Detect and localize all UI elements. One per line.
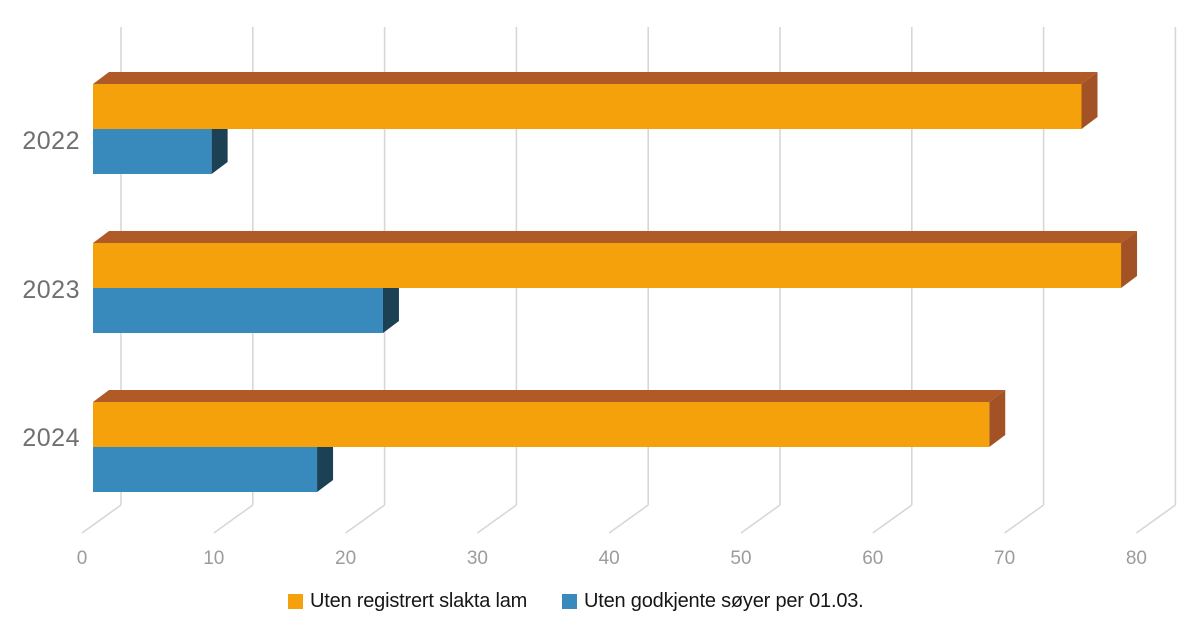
- x-axis-label-20: 20: [335, 548, 357, 569]
- bar-2023-series1-front: [93, 288, 383, 333]
- x-axis-label-0: 0: [76, 548, 88, 569]
- bar-2022-series0-front: [93, 84, 1082, 129]
- bar-2023-series1-side: [382, 276, 399, 333]
- axis-tick-80: [1135, 504, 1176, 534]
- axis-tick-30: [476, 504, 517, 534]
- x-axis-label-40: 40: [598, 548, 620, 569]
- bar-2024-series1-side: [317, 435, 334, 492]
- legend-item-uten-registrert-slakta-lam: Uten registrert slakta lam: [288, 586, 527, 616]
- legend-label-series-1: Uten registrert slakta lam: [310, 589, 528, 612]
- axis-tick-10: [213, 504, 254, 534]
- bar-2023-series0-top: [93, 231, 1138, 243]
- legend-swatch-orange: [288, 593, 303, 609]
- axis-tick-50: [740, 504, 781, 534]
- x-axis-label-30: 30: [466, 548, 488, 569]
- bar-2024-series1-front: [93, 447, 318, 492]
- axis-tick-70: [1004, 504, 1045, 534]
- axis-tick-20: [345, 504, 386, 534]
- category-label-2024: 2024: [22, 424, 80, 452]
- x-axis-label-50: 50: [730, 548, 752, 569]
- bar-2022-series0-side: [1081, 72, 1098, 129]
- bar-2024-series0-side: [989, 390, 1006, 447]
- category-label-2023: 2023: [22, 276, 80, 304]
- axis-tick-60: [872, 504, 913, 534]
- axis-tick-0: [81, 504, 122, 534]
- legend-swatch-blue: [562, 593, 577, 609]
- legend: Uten registrert slakta lam Uten godkjent…: [0, 586, 1200, 616]
- axis-tick-40: [608, 504, 649, 534]
- bar-2022-series1-front: [93, 129, 212, 174]
- legend-item-uten-godkjente-soyer: Uten godkjente søyer per 01.03.: [562, 586, 864, 616]
- legend-label-series-2: Uten godkjente søyer per 01.03.: [584, 589, 864, 612]
- x-axis-label-60: 60: [862, 548, 884, 569]
- bar-2023-series0-front: [93, 243, 1122, 288]
- x-axis-label-70: 70: [994, 548, 1016, 569]
- bar-2024-series0-top: [93, 390, 1006, 402]
- x-axis-label-10: 10: [203, 548, 225, 569]
- x-axis-label-80: 80: [1125, 548, 1147, 569]
- category-label-2022: 2022: [22, 127, 80, 155]
- bar-2022-series1-side: [211, 117, 228, 174]
- bar-2022-series0-top: [93, 72, 1098, 84]
- bar-2024-series0-front: [93, 402, 990, 447]
- bar-2023-series0-side: [1121, 231, 1138, 288]
